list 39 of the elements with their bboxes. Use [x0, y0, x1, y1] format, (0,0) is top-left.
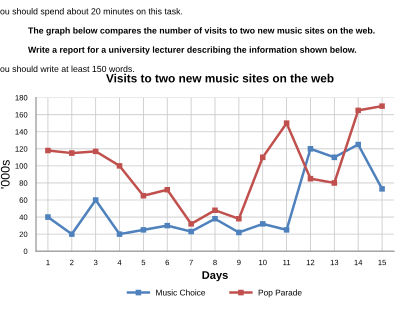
point [116, 163, 122, 169]
point [236, 230, 242, 236]
point [379, 186, 385, 192]
text: ou should write at least 150 words. [0, 66, 134, 72]
point [92, 197, 98, 203]
point [355, 142, 361, 148]
legend-label: Music Choice [156, 289, 206, 296]
point [164, 186, 170, 193]
text: ou should spend about 20 minutes on this task. [0, 8, 182, 16]
point [140, 227, 146, 233]
point [92, 148, 98, 154]
point [260, 154, 266, 160]
point [69, 231, 75, 237]
point [308, 146, 314, 152]
point [355, 108, 361, 114]
point [212, 207, 218, 214]
chart-title: Visits to two new music sites on the web [106, 74, 334, 82]
point [379, 103, 385, 109]
point [188, 228, 194, 234]
point [164, 222, 170, 228]
point [284, 227, 290, 233]
point [45, 148, 51, 154]
point [140, 192, 146, 199]
point [116, 231, 122, 237]
point [260, 221, 266, 227]
point [236, 216, 242, 222]
x-axis-title: Days [202, 271, 228, 282]
point [69, 150, 75, 156]
text: Write a report for a university lecturer describing the information shown below. [28, 46, 356, 55]
point [332, 180, 338, 186]
point [212, 216, 218, 222]
point [188, 221, 194, 227]
y-axis-title: '000s [0, 160, 10, 189]
text: The graph below compares the number of visits to two new music sites on the web. [28, 27, 375, 36]
point [284, 120, 290, 126]
point [45, 214, 51, 220]
point [308, 176, 314, 182]
point [332, 154, 338, 160]
legend-label: Pop Parade [258, 289, 302, 298]
